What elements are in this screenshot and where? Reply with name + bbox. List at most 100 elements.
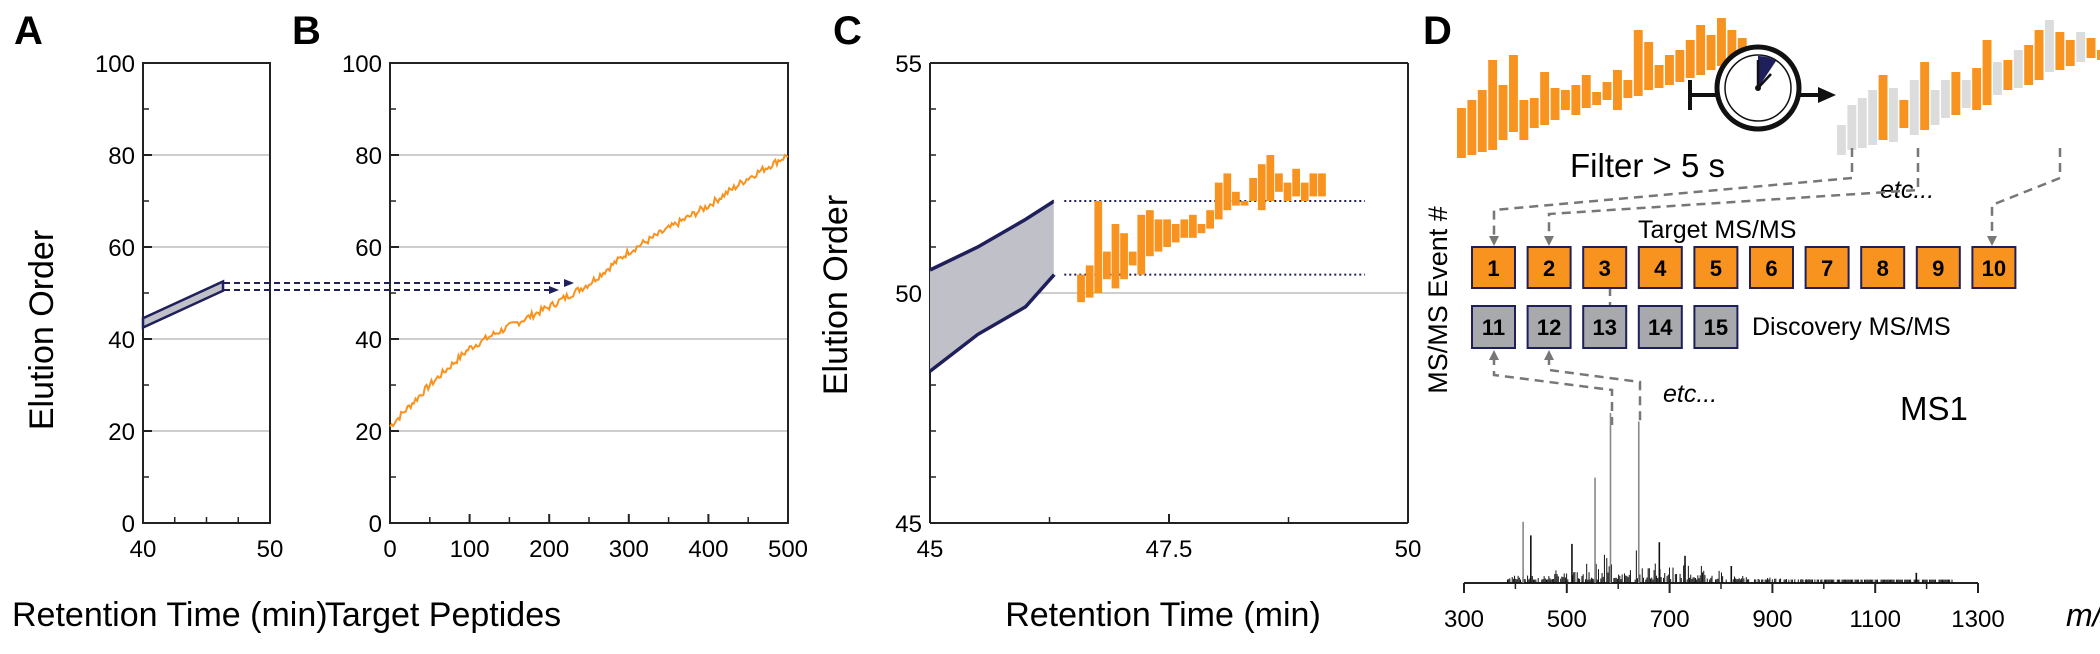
event-axis-label: MS/MS Event #: [1423, 206, 1453, 394]
panel-c-bar: [1206, 210, 1214, 229]
target-event-box: [1637, 246, 1683, 289]
trace-bar-kept: [1972, 68, 1982, 110]
panel-c-bar: [1318, 173, 1326, 197]
panel-c-band-lower-edge: [928, 273, 1056, 373]
panel-c-ytick-label: 55: [895, 51, 922, 78]
discovery-event-box: [1582, 305, 1628, 349]
panel-c-bar: [1085, 265, 1094, 298]
a-to-b-arrows: [224, 279, 574, 294]
panel-a-xlabel: Retention Time (min): [12, 596, 328, 634]
panel-c-bar: [1214, 182, 1223, 220]
panel-b-xtick-label: 400: [688, 536, 728, 563]
panel-a-ytick-label: 60: [108, 235, 135, 262]
trace-bar-kept: [1951, 72, 1961, 115]
trace-bar-filtered: [1993, 62, 2002, 95]
discovery-event-boxes: 11 12 13 14 15: [1471, 305, 1739, 349]
trace-bar: [1644, 42, 1654, 90]
trace-bar: [1727, 30, 1737, 60]
discovery-event-number: 14: [1648, 315, 1673, 340]
spectrum-xtick-label: 900: [1752, 606, 1792, 633]
discovery-msms-label: Discovery MS/MS: [1752, 313, 1951, 341]
panel-c-bar: [1283, 182, 1292, 201]
trace-bar: [1561, 90, 1570, 110]
trace-bar-filtered: [1909, 80, 1919, 135]
panel-c-bar: [1128, 251, 1137, 266]
discovery-event-box: [1526, 305, 1572, 349]
trace-bar: [1654, 65, 1664, 88]
target-event-number: 8: [1877, 256, 1889, 281]
trace-bar: [1633, 30, 1643, 96]
trace-bar-filtered: [1868, 90, 1878, 145]
trace-bar-kept: [1920, 62, 1930, 130]
trace-bar-kept: [2055, 32, 2065, 70]
panel-b-xtick-label: 0: [383, 536, 396, 563]
trace-bar-kept: [1982, 40, 1992, 105]
trace-bar-filtered: [2045, 20, 2054, 72]
panel-b-xtick-label: 300: [609, 536, 649, 563]
target-event-number: 1: [1487, 256, 1499, 281]
event-leader-arrowheads: [1489, 236, 1997, 360]
panel-a-ytick-label: 100: [95, 51, 135, 78]
panel-c-ytick-label: 45: [895, 511, 922, 538]
panel-b-ytick-label: 40: [355, 327, 382, 354]
panel-b-ytick-label: 0: [369, 511, 382, 538]
discovery-event-number: 15: [1704, 315, 1728, 340]
trace-bar: [1623, 80, 1633, 98]
panel-c-letter: C: [833, 9, 862, 53]
mz-axis-label: m/z: [2066, 597, 2100, 633]
trace-bar: [1519, 100, 1529, 140]
target-event-box: [1582, 246, 1628, 289]
panel-c-xlabel: Retention Time (min): [1005, 596, 1321, 634]
trace-bar: [1602, 82, 1612, 100]
target-event-box: [1471, 246, 1516, 289]
panel-c-bar: [1223, 173, 1232, 211]
panel-c-bar: [1102, 251, 1111, 280]
trace-bar-kept: [2024, 45, 2034, 85]
target-event-number: 5: [1710, 256, 1722, 281]
target-event-box: [1860, 246, 1906, 289]
panel-c-bar: [1292, 168, 1301, 197]
target-event-box: [1526, 246, 1572, 289]
panel-a-xtick-label: 50: [257, 536, 284, 563]
trace-bar-kept: [2086, 38, 2096, 58]
panel-a-xtick-label: 40: [130, 536, 157, 563]
trace-bar: [1550, 88, 1560, 120]
spectrum-xtick-label: 500: [1547, 606, 1587, 633]
trace-bar: [1696, 25, 1706, 75]
trace-bar-kept: [2034, 30, 2044, 80]
discovery-event-number: 11: [1482, 315, 1505, 340]
panel-a-ytick-label: 40: [108, 327, 135, 354]
target-event-box: [1971, 246, 2017, 289]
trace-bar: [1498, 85, 1508, 140]
panel-b-frame: [389, 62, 789, 524]
clock-icon: [1688, 44, 1836, 132]
trace-bar: [1717, 18, 1726, 66]
spectrum-xtick-label: 700: [1650, 606, 1690, 633]
panel-c-bar: [1171, 224, 1180, 243]
target-event-number: 7: [1821, 256, 1833, 281]
panel-b-letter: B: [292, 9, 321, 53]
spectrum-xtick-label: 300: [1444, 606, 1484, 633]
panel-c-bar: [1146, 210, 1154, 257]
panel-c-chart: 45 50 55 45 47.5 50: [895, 51, 1421, 563]
panel-c-bar: [1275, 173, 1283, 192]
panel-c-ylabel: Elution Order: [817, 195, 855, 395]
event-leader-lines: [1492, 148, 2062, 425]
panel-c-bar: [1300, 182, 1309, 201]
target-msms-label: Target MS/MS: [1638, 216, 1796, 244]
filtered-trace: [1837, 20, 2100, 155]
trace-bar-kept: [2097, 50, 2100, 60]
panel-c-bar: [1094, 201, 1103, 293]
panel-c-xtick-label: 45: [917, 536, 944, 563]
trace-bar-filtered: [1847, 105, 1857, 150]
trace-bar-kept: [1899, 100, 1909, 128]
trace-bar-filtered: [2076, 32, 2086, 62]
panel-b-ytick-label: 100: [342, 51, 382, 78]
trace-bar-filtered: [2013, 50, 2023, 88]
target-event-number: 9: [1932, 256, 1944, 281]
trace-bar: [1467, 100, 1477, 155]
spectrum-xtick-label: 1100: [1849, 606, 1901, 633]
panel-a-chart: 0 20 40 60 80 100 40 50: [95, 51, 283, 563]
